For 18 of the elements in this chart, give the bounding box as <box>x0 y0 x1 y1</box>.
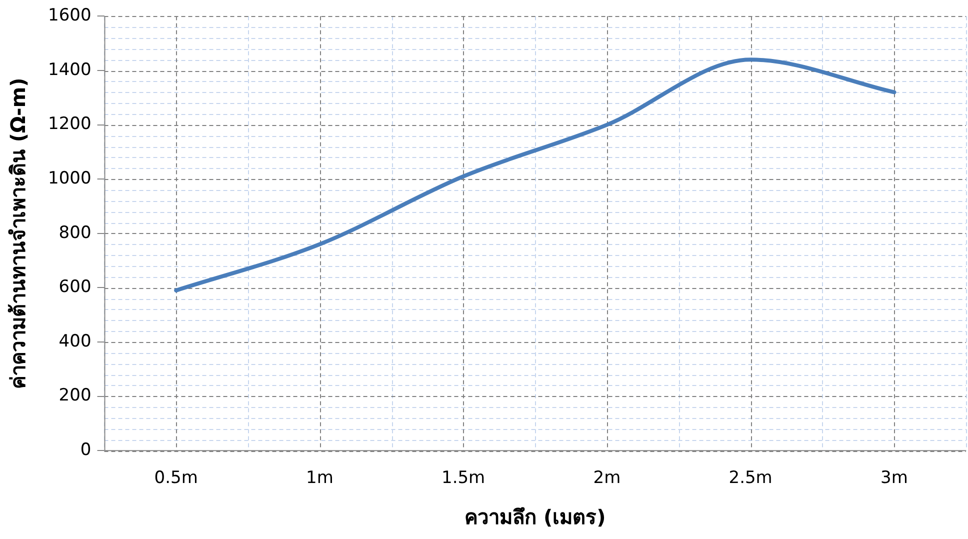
y-tick-label: 400 <box>58 331 92 352</box>
x-tick-label: 2.5m <box>728 468 772 488</box>
y-tick-label: 1600 <box>48 6 92 26</box>
x-axis-title: ความลึก (เมตร) <box>464 505 606 530</box>
x-tick-label: 1.5m <box>442 468 486 488</box>
x-tick-label: 2m <box>593 468 621 488</box>
y-tick-label: 1000 <box>48 168 92 189</box>
y-tick-label: 1200 <box>48 114 92 134</box>
y-tick-label: 1400 <box>48 60 92 80</box>
y-tick-label: 600 <box>58 277 92 298</box>
x-tick-label: 3m <box>880 468 908 488</box>
y-tick-label: 200 <box>58 386 92 406</box>
y-tick-label: 0 <box>80 440 92 460</box>
x-tick-label: 0.5m <box>154 468 198 488</box>
y-axis-title: ค่าความต้านทานจำเพาะดิน (Ω-m) <box>6 78 30 390</box>
x-tick-label: 1m <box>306 468 334 488</box>
line-series <box>174 58 896 292</box>
y-tick-label: 800 <box>58 222 92 243</box>
